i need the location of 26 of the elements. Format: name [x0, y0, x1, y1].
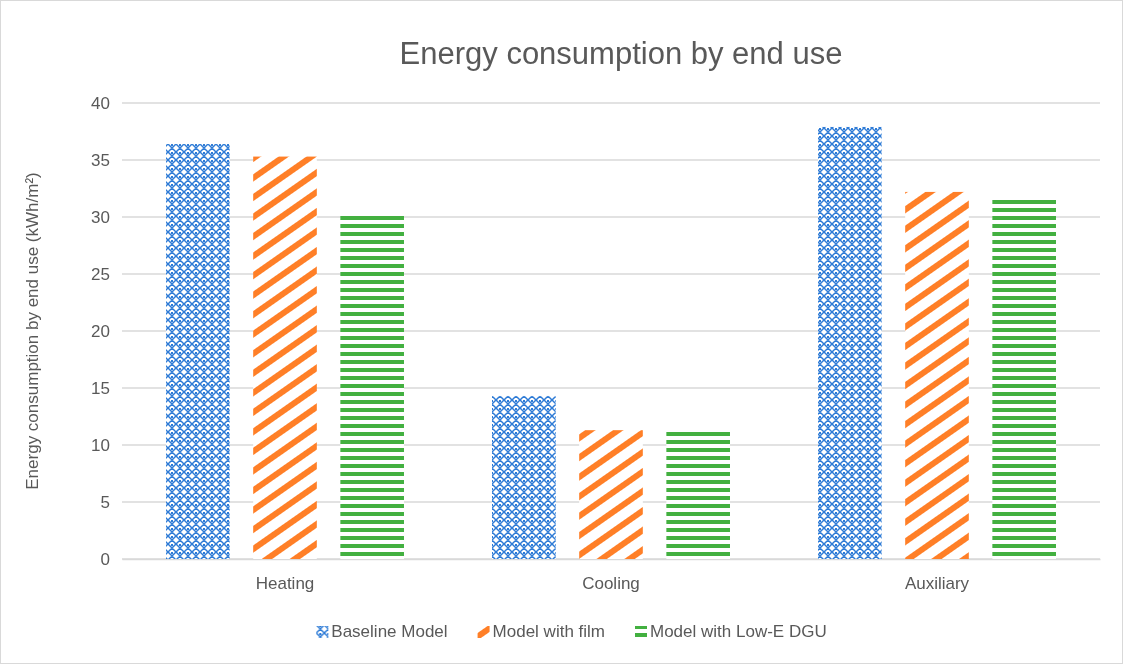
bar [992, 198, 1056, 559]
y-tick-label: 35 [91, 150, 110, 170]
legend-label: Model with Low-E DGU [650, 622, 827, 641]
y-tick-label: 20 [91, 321, 110, 341]
y-axis-title: Energy consumption by end use (kWh/m²) [23, 172, 42, 490]
bar [905, 191, 969, 559]
bar [579, 430, 643, 559]
legend-label: Baseline Model [331, 622, 448, 641]
bar [666, 431, 730, 559]
x-tick-label: Cooling [582, 574, 640, 594]
bar [492, 395, 556, 559]
y-tick-label: 30 [91, 207, 110, 227]
legend-label: Model with film [492, 622, 605, 641]
y-tick-label: 40 [91, 93, 110, 113]
bar [818, 126, 882, 559]
y-tick-label: 25 [91, 264, 110, 284]
y-tick-label: 5 [100, 492, 110, 512]
y-tick-label: 0 [100, 549, 110, 569]
y-tick-label: 10 [91, 435, 110, 455]
x-tick-label: Auxiliary [904, 574, 970, 594]
y-tick-label: 15 [91, 378, 110, 398]
chart-title: Energy consumption by end use [399, 36, 843, 71]
bar [340, 215, 404, 559]
bar [166, 144, 230, 559]
bar [253, 156, 317, 559]
x-tick-label: Heating [255, 574, 315, 594]
